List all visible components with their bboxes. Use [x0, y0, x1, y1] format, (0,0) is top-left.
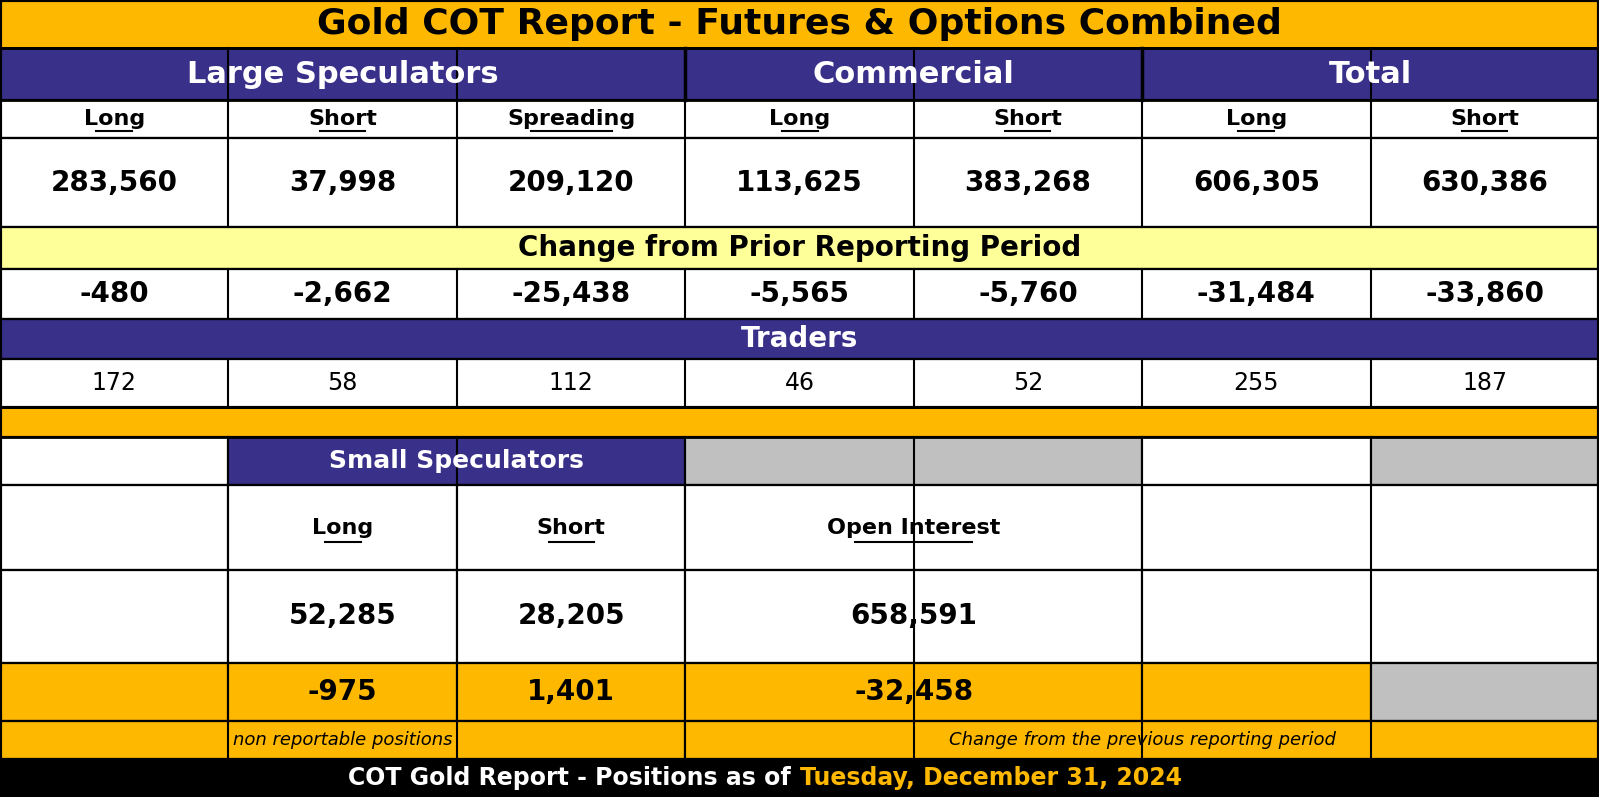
- Bar: [0, 759, 1599, 797]
- Text: 1,401: 1,401: [528, 678, 616, 706]
- Text: 283,560: 283,560: [51, 168, 177, 197]
- Bar: [686, 570, 1142, 663]
- Text: -25,438: -25,438: [512, 280, 630, 308]
- Text: Short: Short: [993, 109, 1062, 129]
- Bar: [0, 663, 229, 721]
- Text: Traders: Traders: [740, 325, 859, 353]
- Text: -5,760: -5,760: [979, 280, 1078, 308]
- Text: Long: Long: [312, 517, 373, 537]
- Bar: [686, 721, 1599, 759]
- Text: Change from the previous reporting period: Change from the previous reporting perio…: [948, 731, 1335, 749]
- Bar: [229, 570, 457, 663]
- Text: 172: 172: [91, 371, 136, 395]
- Text: 187: 187: [1463, 371, 1508, 395]
- Text: 58: 58: [328, 371, 358, 395]
- Text: 113,625: 113,625: [736, 168, 863, 197]
- Bar: [0, 721, 686, 759]
- Text: Long: Long: [769, 109, 830, 129]
- Text: 209,120: 209,120: [508, 168, 635, 197]
- Bar: [0, 359, 1599, 407]
- Bar: [0, 100, 1599, 138]
- Bar: [1370, 663, 1599, 721]
- Text: Long: Long: [1226, 109, 1287, 129]
- Text: 255: 255: [1233, 371, 1279, 395]
- Text: 630,386: 630,386: [1422, 168, 1548, 197]
- Text: Commercial: Commercial: [812, 60, 1015, 88]
- Bar: [1142, 48, 1599, 100]
- Bar: [0, 227, 1599, 269]
- Bar: [686, 663, 1142, 721]
- Text: 37,998: 37,998: [289, 168, 397, 197]
- Bar: [229, 663, 457, 721]
- Text: Small Speculators: Small Speculators: [329, 449, 584, 473]
- Text: non reportable positions: non reportable positions: [233, 731, 453, 749]
- Text: Short: Short: [537, 517, 606, 537]
- Text: 383,268: 383,268: [964, 168, 1092, 197]
- Text: Short: Short: [1450, 109, 1519, 129]
- Bar: [1142, 570, 1599, 663]
- Bar: [457, 570, 686, 663]
- Bar: [0, 138, 1599, 227]
- Bar: [1142, 663, 1370, 721]
- Text: -31,484: -31,484: [1198, 280, 1316, 308]
- Text: -480: -480: [80, 280, 149, 308]
- Text: 606,305: 606,305: [1193, 168, 1319, 197]
- Text: -5,565: -5,565: [750, 280, 849, 308]
- Bar: [0, 407, 1599, 437]
- Bar: [0, 48, 686, 100]
- Bar: [0, 570, 229, 663]
- Text: 28,205: 28,205: [516, 603, 625, 630]
- Text: Large Speculators: Large Speculators: [187, 60, 499, 88]
- Bar: [0, 0, 1599, 48]
- Bar: [1370, 437, 1599, 485]
- Text: 658,591: 658,591: [851, 603, 977, 630]
- Bar: [686, 437, 1142, 485]
- Text: 52,285: 52,285: [289, 603, 397, 630]
- Bar: [0, 319, 1599, 359]
- Text: Gold COT Report - Futures & Options Combined: Gold COT Report - Futures & Options Comb…: [317, 7, 1282, 41]
- Text: -33,860: -33,860: [1425, 280, 1545, 308]
- Bar: [0, 485, 229, 570]
- Text: 52: 52: [1012, 371, 1043, 395]
- Text: Spreading: Spreading: [507, 109, 635, 129]
- Text: Long: Long: [83, 109, 146, 129]
- Bar: [229, 437, 686, 485]
- Text: -32,458: -32,458: [854, 678, 974, 706]
- Text: -975: -975: [309, 678, 377, 706]
- Text: Short: Short: [309, 109, 377, 129]
- Bar: [686, 48, 1142, 100]
- Bar: [1142, 437, 1370, 485]
- Bar: [457, 663, 686, 721]
- Bar: [0, 437, 229, 485]
- Bar: [0, 269, 1599, 319]
- Bar: [1142, 485, 1599, 570]
- Text: -2,662: -2,662: [293, 280, 392, 308]
- Bar: [686, 485, 1142, 570]
- Text: Open Interest: Open Interest: [827, 517, 1001, 537]
- Bar: [229, 485, 457, 570]
- Text: Tuesday, December 31, 2024: Tuesday, December 31, 2024: [800, 766, 1182, 790]
- Text: Total: Total: [1329, 60, 1412, 88]
- Bar: [457, 485, 686, 570]
- Text: Change from Prior Reporting Period: Change from Prior Reporting Period: [518, 234, 1081, 262]
- Text: COT Gold Report - Positions as of: COT Gold Report - Positions as of: [349, 766, 800, 790]
- Text: 46: 46: [785, 371, 814, 395]
- Text: 112: 112: [548, 371, 593, 395]
